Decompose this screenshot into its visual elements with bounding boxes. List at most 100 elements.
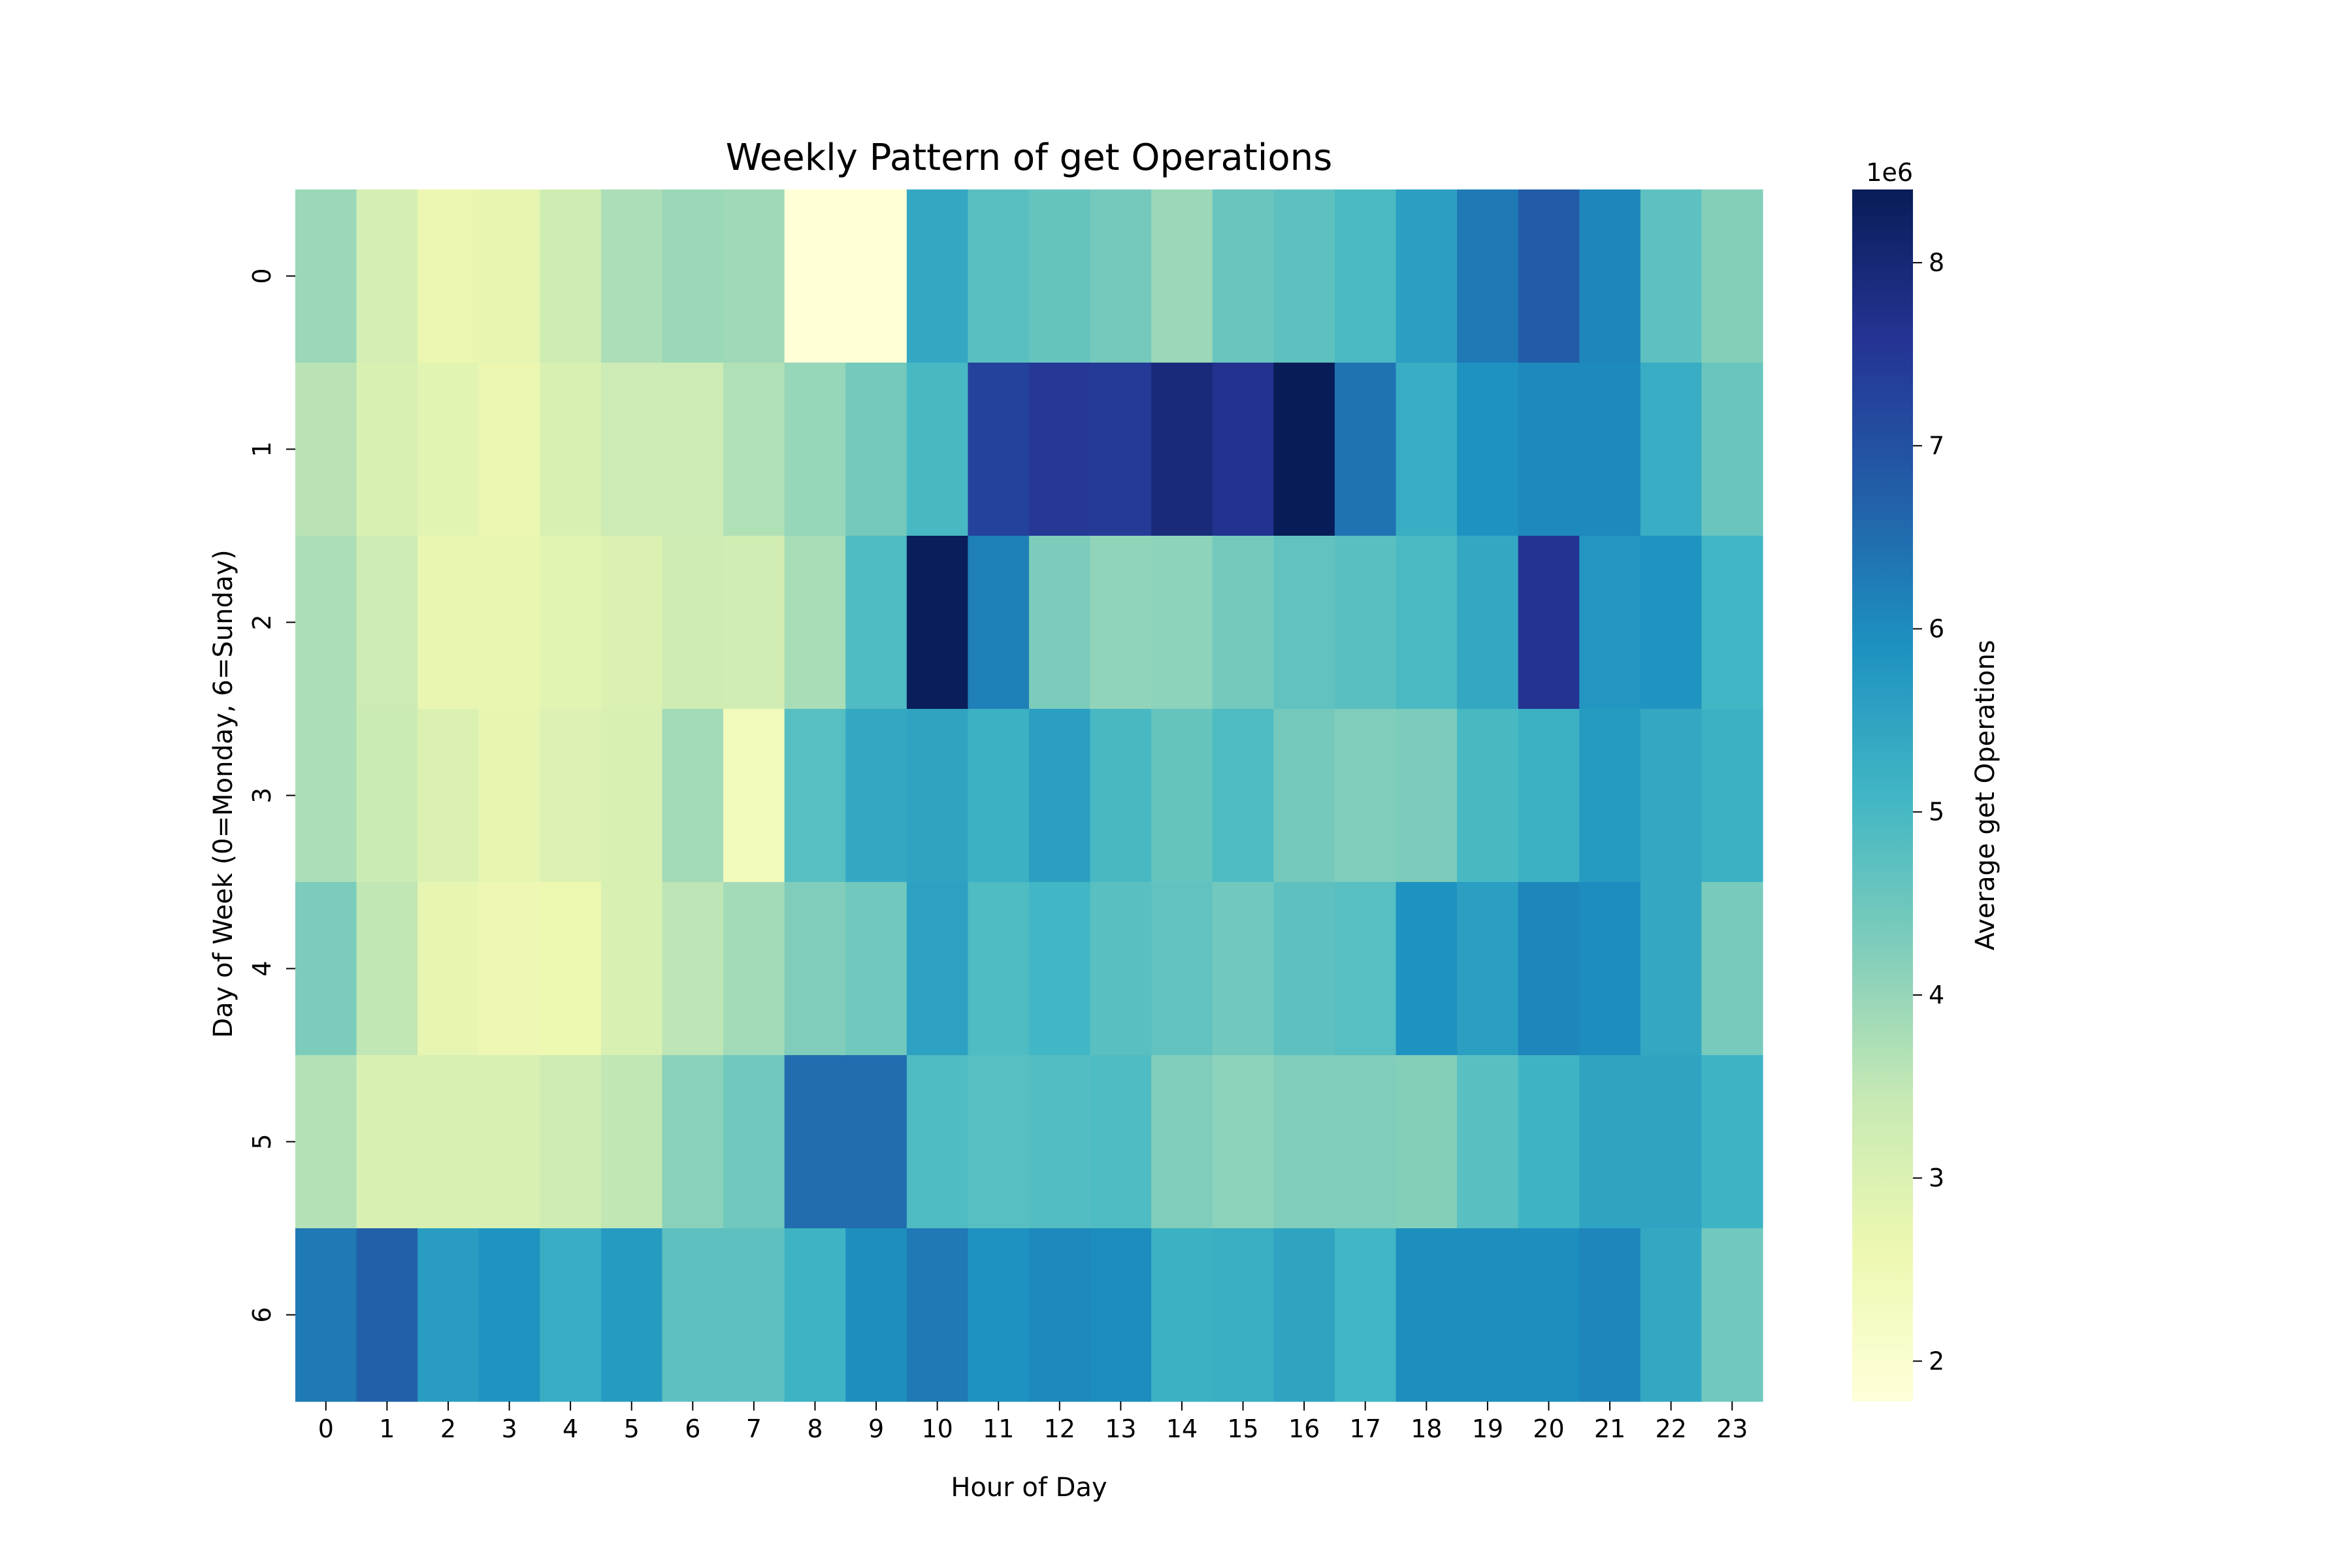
heatmap-cell (968, 189, 1030, 363)
heatmap-cell (1518, 536, 1580, 710)
heatmap-cell (478, 709, 540, 883)
x-tick-label: 3 (501, 1414, 517, 1443)
heatmap-cell (968, 363, 1030, 536)
heatmap-cell (1701, 1055, 1763, 1229)
heatmap-cell (1212, 882, 1274, 1056)
x-tick-label: 21 (1594, 1414, 1625, 1443)
x-tick-label: 8 (807, 1414, 823, 1443)
heatmap-cell (1273, 536, 1335, 710)
heatmap-cell (1457, 882, 1519, 1056)
heatmap-cell (1212, 1055, 1274, 1229)
heatmap-cell (600, 536, 663, 710)
heatmap-cell (906, 1228, 969, 1402)
heatmap-cell (1212, 363, 1274, 536)
heatmap-cell (1457, 363, 1519, 536)
heatmap-cell (600, 1228, 663, 1402)
heatmap-cell (1701, 1228, 1763, 1402)
heatmap-cell (1518, 363, 1580, 536)
heatmap-cell (1090, 1055, 1152, 1229)
heatmap-cell (1579, 709, 1641, 883)
heatmap-cell (1579, 1228, 1641, 1402)
heatmap-cell (1396, 1055, 1458, 1229)
colorbar-tick-label: 8 (1929, 248, 1944, 277)
heatmap-cell (356, 536, 418, 710)
heatmap-cell (600, 189, 663, 363)
colorbar-label: Average get Operations (1970, 640, 2001, 950)
heatmap-cell (968, 709, 1030, 883)
heatmap-cell (540, 1228, 602, 1402)
heatmap-cell (1090, 189, 1152, 363)
x-tick-label: 19 (1472, 1414, 1503, 1443)
heatmap-cell (1212, 1228, 1274, 1402)
heatmap-cell (1701, 709, 1763, 883)
heatmap-cell (845, 709, 907, 883)
heatmap-cell (1396, 1228, 1458, 1402)
y-tick-label: 4 (248, 960, 276, 976)
heatmap-cell (417, 1228, 480, 1402)
x-tick-label: 20 (1533, 1414, 1564, 1443)
heatmap-cell (1029, 189, 1091, 363)
heatmap-cell (1090, 1228, 1152, 1402)
heatmap-cell (295, 363, 357, 536)
heatmap-cell (417, 882, 480, 1056)
heatmap-cell (784, 189, 846, 363)
x-tick-label: 7 (746, 1414, 762, 1443)
colorbar: 1e6 2 3 4 5 6 7 8 Average get Operations (1852, 158, 2001, 1401)
heatmap-cell (540, 189, 602, 363)
heatmap-cell (1579, 363, 1641, 536)
heatmap-cell (662, 363, 724, 536)
heatmap-cell (1457, 1228, 1519, 1402)
heatmap-cell (1396, 363, 1458, 536)
x-tick-label: 16 (1288, 1414, 1320, 1443)
heatmap-cell (540, 363, 602, 536)
heatmap-cell (1640, 536, 1703, 710)
heatmap-cell (1701, 536, 1763, 710)
heatmap-cell (1579, 882, 1641, 1056)
heatmap-cell (1273, 363, 1335, 536)
x-tick-label: 15 (1227, 1414, 1258, 1443)
heatmap-cell (1334, 709, 1397, 883)
heatmap-cell (662, 536, 724, 710)
heatmap-cell (1640, 709, 1703, 883)
heatmap-cell (723, 709, 785, 883)
heatmap-cell (845, 882, 907, 1056)
heatmap-cell (1029, 363, 1091, 536)
heatmap-cell (1029, 536, 1091, 710)
heatmap-cell (1640, 1055, 1703, 1229)
x-tick-label: 17 (1350, 1414, 1381, 1443)
heatmap-cell (600, 1055, 663, 1229)
heatmap-cell (1029, 882, 1091, 1056)
heatmap-cell (1334, 1055, 1397, 1229)
heatmap-cell (540, 1055, 602, 1229)
heatmap-cell (295, 709, 357, 883)
heatmap-cell (1090, 536, 1152, 710)
colorbar-tick-label: 2 (1929, 1347, 1944, 1375)
heatmap-cell (1151, 882, 1213, 1056)
heatmap-cell (1090, 363, 1152, 536)
heatmap-cell (1640, 363, 1703, 536)
heatmap-cell (356, 882, 418, 1056)
heatmap-cell (1518, 882, 1580, 1056)
colorbar-tick-label: 5 (1929, 798, 1944, 826)
y-axis-label: Day of Week (0=Monday, 6=Sunday) (208, 549, 238, 1037)
heatmap-cell (478, 536, 540, 710)
heatmap-cell (784, 363, 846, 536)
heatmap-cell (417, 1055, 480, 1229)
heatmap-cell (540, 536, 602, 710)
heatmap-cell (1090, 709, 1152, 883)
heatmap-cell (1396, 882, 1458, 1056)
x-tick-label: 13 (1105, 1414, 1136, 1443)
heatmap-cell (968, 1055, 1030, 1229)
heatmap-cell (1640, 189, 1703, 363)
heatmap-cell (845, 189, 907, 363)
heatmap-cell (356, 1228, 418, 1402)
x-tick-label: 0 (318, 1414, 334, 1443)
heatmap-cell (723, 363, 785, 536)
heatmap-cell (295, 536, 357, 710)
heatmap-cell (1457, 1055, 1519, 1229)
heatmap-cell (295, 1228, 357, 1402)
heatmap-cell (417, 536, 480, 710)
heatmap-cell (784, 536, 846, 710)
heatmap-cell (1212, 189, 1274, 363)
heatmap-cell (662, 1228, 724, 1402)
